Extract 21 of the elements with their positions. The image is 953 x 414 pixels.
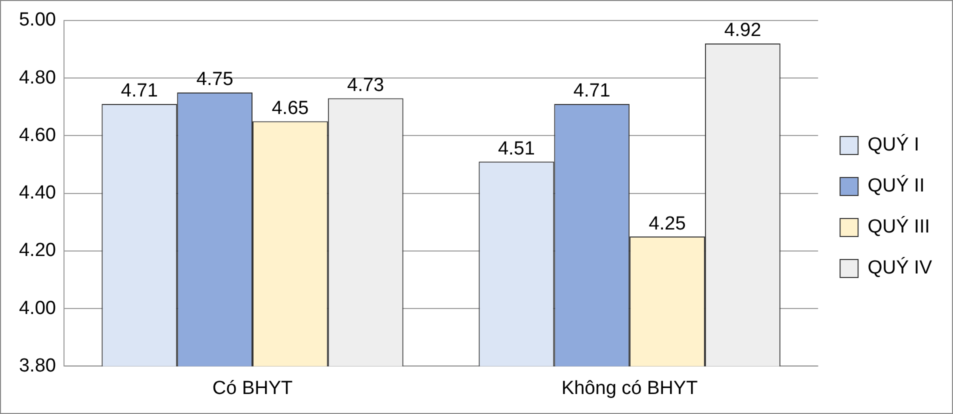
data-label: 4.92 [724, 20, 762, 42]
x-tick-label: Có BHYT [212, 378, 294, 399]
data-label: 4.71 [120, 80, 158, 102]
y-tick-label: 4.80 [18, 67, 56, 88]
data-label: 4.73 [347, 74, 384, 96]
data-label: 4.51 [498, 138, 535, 160]
legend-label: QUÝ IV [868, 256, 932, 279]
data-label: 4.65 [272, 98, 309, 119]
data-label: 4.71 [573, 80, 610, 102]
legend-label: QUÝ III [868, 216, 930, 238]
data-label: 4.25 [648, 213, 686, 234]
data-label: 4.75 [196, 69, 234, 90]
y-tick-label: 5.00 [18, 10, 56, 31]
y-tick-label: 4.60 [18, 124, 56, 146]
x-tick-label: Không có BHYT [561, 378, 698, 399]
legend-label: QUÝ II [868, 174, 925, 197]
legend-label: QUÝ I [868, 134, 920, 156]
y-tick-label: 4.00 [18, 298, 56, 319]
y-tick-label: 4.40 [18, 182, 56, 204]
y-tick-label: 4.20 [18, 240, 56, 262]
y-tick-label: 3.80 [18, 355, 56, 376]
